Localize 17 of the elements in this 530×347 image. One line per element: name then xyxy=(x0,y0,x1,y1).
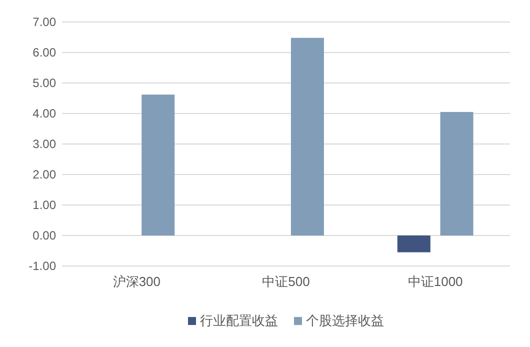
bar xyxy=(440,112,474,236)
bar xyxy=(142,94,175,236)
legend-label: 行业配置收益 xyxy=(200,313,278,328)
x-tick-label: 中证500 xyxy=(262,274,310,289)
x-tick-label: 中证1000 xyxy=(408,274,463,289)
y-tick-label: 0.00 xyxy=(32,228,56,242)
y-tick-label: 2.00 xyxy=(32,168,56,182)
y-tick-label: 4.00 xyxy=(32,106,56,120)
y-tick-label: 6.00 xyxy=(32,46,56,60)
legend-label: 个股选择收益 xyxy=(306,313,384,328)
x-tick-label: 沪深300 xyxy=(112,274,161,289)
y-tick-label: -1.00 xyxy=(28,259,56,273)
y-tick-label: 1.00 xyxy=(32,198,56,212)
y-tick-label: 5.00 xyxy=(32,76,56,90)
y-tick-label: 3.00 xyxy=(32,137,56,151)
bar xyxy=(290,38,324,236)
y-tick-label: 7.00 xyxy=(32,15,56,29)
